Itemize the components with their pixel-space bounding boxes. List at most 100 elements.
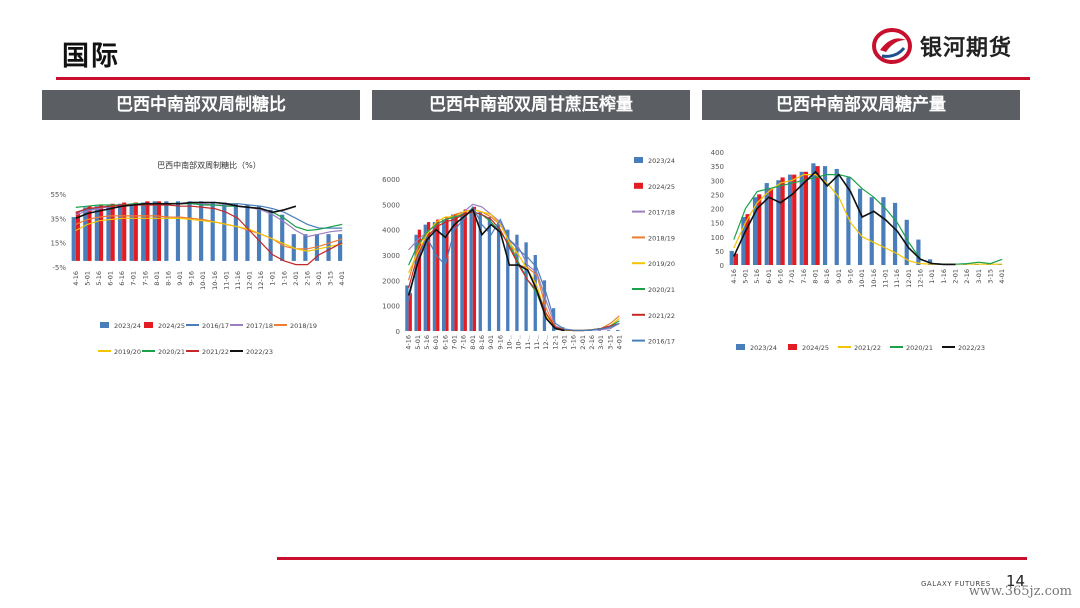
y-tick-label: 200 bbox=[711, 206, 724, 214]
bar-2023-24 bbox=[187, 201, 192, 261]
y-tick-label: 4000 bbox=[382, 227, 400, 235]
logo-text: 银河期货 bbox=[920, 36, 1013, 61]
x-tick-label: 2-01 bbox=[579, 335, 587, 350]
legend-swatch bbox=[788, 344, 797, 350]
legend-label: 2023/24 bbox=[114, 322, 141, 330]
panel-header-cane-crush: 巴西中南部双周甘蔗压榨量 bbox=[372, 90, 690, 120]
footer-brand: GALAXY FUTURES bbox=[921, 580, 991, 588]
bar-2023-24 bbox=[414, 234, 418, 331]
x-tick-label: 11-.. bbox=[524, 335, 532, 350]
legend-label: 2024/25 bbox=[802, 344, 829, 352]
x-tick-label: 9-01 bbox=[176, 271, 184, 286]
sugar-output-chart: 400 350 300 250 200 150 100 50 0 4-16 5-01 5-16 6-01… bbox=[711, 149, 1007, 352]
x-tick-label: 10-01 bbox=[199, 271, 207, 290]
x-tick-label: 1-16 bbox=[570, 335, 578, 350]
x-tick-label: 4-01 bbox=[338, 271, 346, 286]
bar-2024-25 bbox=[454, 214, 458, 331]
bar-2024-25 bbox=[87, 206, 92, 261]
x-tick-label: 11-.. bbox=[533, 335, 541, 350]
x-tick-label: 4-01 bbox=[998, 269, 1006, 284]
bar-2023-24 bbox=[441, 219, 446, 331]
y-tick-label: 50 bbox=[715, 248, 724, 256]
legend-label: 2022/23 bbox=[958, 344, 985, 352]
bar-2024-25 bbox=[417, 229, 422, 331]
x-tick-label: 9-01 bbox=[835, 269, 843, 284]
y-tick-label: 250 bbox=[711, 191, 724, 199]
x-tick-label: 9-01 bbox=[487, 335, 495, 350]
bar-2023-24 bbox=[533, 255, 537, 331]
bar-2023-24 bbox=[846, 177, 851, 265]
x-tick-label: 2-01 bbox=[292, 271, 300, 286]
legend-label: 2020/21 bbox=[906, 344, 933, 352]
legend-swatch bbox=[144, 322, 153, 328]
x-tick-label: 7-01 bbox=[130, 271, 138, 286]
x-tick-label: 10-01 bbox=[858, 269, 866, 288]
bar-2024-25 bbox=[815, 166, 820, 265]
panel-header-sugar-mix: 巴西中南部双周制糖比 bbox=[42, 90, 360, 120]
bar-2024-25 bbox=[98, 204, 104, 261]
bar-2024-25 bbox=[445, 217, 449, 331]
line-2019-20 bbox=[75, 217, 343, 252]
x-tick-label: 4-16 bbox=[72, 271, 80, 286]
x-tick-label: 7-01 bbox=[450, 335, 458, 350]
bar-2023-24 bbox=[199, 201, 204, 261]
legend-swatch bbox=[736, 344, 745, 350]
y-tick-label: 15% bbox=[50, 240, 66, 248]
y-tick-label: 35% bbox=[50, 215, 66, 223]
x-tick-label: 5-16 bbox=[423, 335, 431, 350]
bar-2023-24 bbox=[338, 234, 343, 261]
legend-label: 2022/23 bbox=[246, 348, 273, 356]
bar-2023-24 bbox=[222, 202, 227, 261]
y-tick-label: 0 bbox=[396, 328, 400, 336]
bar-2023-24 bbox=[799, 171, 804, 265]
bar-2023-24 bbox=[326, 234, 331, 261]
x-tick-label: 3-15 bbox=[606, 335, 614, 350]
bar-2024-25 bbox=[757, 194, 762, 265]
bar-2023-24 bbox=[787, 174, 793, 265]
x-tick-label: 7-01 bbox=[788, 269, 796, 284]
y-tick-label: 100 bbox=[711, 234, 724, 242]
bar-2024-25 bbox=[780, 177, 785, 265]
bar-2023-24 bbox=[233, 203, 238, 261]
x-tick-label: 6-01 bbox=[432, 335, 440, 350]
legend-label: 2019/20 bbox=[648, 260, 675, 268]
x-tick-label: 2-16 bbox=[963, 269, 971, 284]
line-2022-23 bbox=[75, 201, 297, 220]
x-tick-label: 11-16 bbox=[893, 269, 901, 288]
x-tick-label: 4-01 bbox=[615, 335, 623, 350]
x-tick-label: 3-15 bbox=[987, 269, 995, 284]
legend-label: 2018/19 bbox=[648, 234, 675, 242]
bar-2024-25 bbox=[426, 222, 431, 331]
chart-title: 巴西中南部双周制糖比（%） bbox=[157, 160, 261, 170]
bar-2024-25 bbox=[472, 206, 477, 331]
bar-2023-24 bbox=[597, 330, 602, 331]
y-tick-label: 3000 bbox=[382, 252, 400, 260]
y-tick-label: 350 bbox=[711, 163, 724, 171]
bar-2023-24 bbox=[106, 204, 111, 261]
bar-2023-24 bbox=[752, 197, 758, 265]
x-tick-label: 8-16 bbox=[164, 271, 172, 286]
bar-2024-25 bbox=[768, 188, 774, 265]
bar-2023-24 bbox=[432, 222, 437, 331]
line-2017-18 bbox=[408, 203, 620, 332]
bar-2023-24 bbox=[892, 202, 898, 265]
bar-2023-24 bbox=[451, 214, 455, 331]
sugar-mix-chart: 巴西中南部双周制糖比（%） 55% 35% 15% -5% 4-16 5-01 5-16 6-0… bbox=[50, 160, 346, 356]
bar-2024-25 bbox=[792, 174, 797, 265]
legend-label: 2020/21 bbox=[158, 348, 185, 356]
x-tick-label: 8-01 bbox=[812, 269, 820, 284]
line-2021-22 bbox=[408, 211, 620, 332]
panel-header-sugar-output: 巴西中南部双周糖产量 bbox=[702, 90, 1020, 120]
bar-2024-25 bbox=[110, 203, 115, 261]
bar-2023-24 bbox=[916, 239, 921, 265]
x-tick-label: 6-01 bbox=[107, 271, 115, 286]
line-2022-23 bbox=[733, 170, 956, 266]
legend-label: 2021/22 bbox=[202, 348, 229, 356]
bar-2023-24 bbox=[741, 216, 746, 265]
bar-2024-25 bbox=[733, 253, 739, 265]
x-tick-label: 8-01 bbox=[469, 335, 477, 350]
bar-2024-25 bbox=[745, 214, 750, 265]
bar-2024-25 bbox=[156, 201, 162, 261]
header-divider bbox=[56, 77, 1030, 80]
legend-label: 2016/17 bbox=[202, 322, 229, 330]
